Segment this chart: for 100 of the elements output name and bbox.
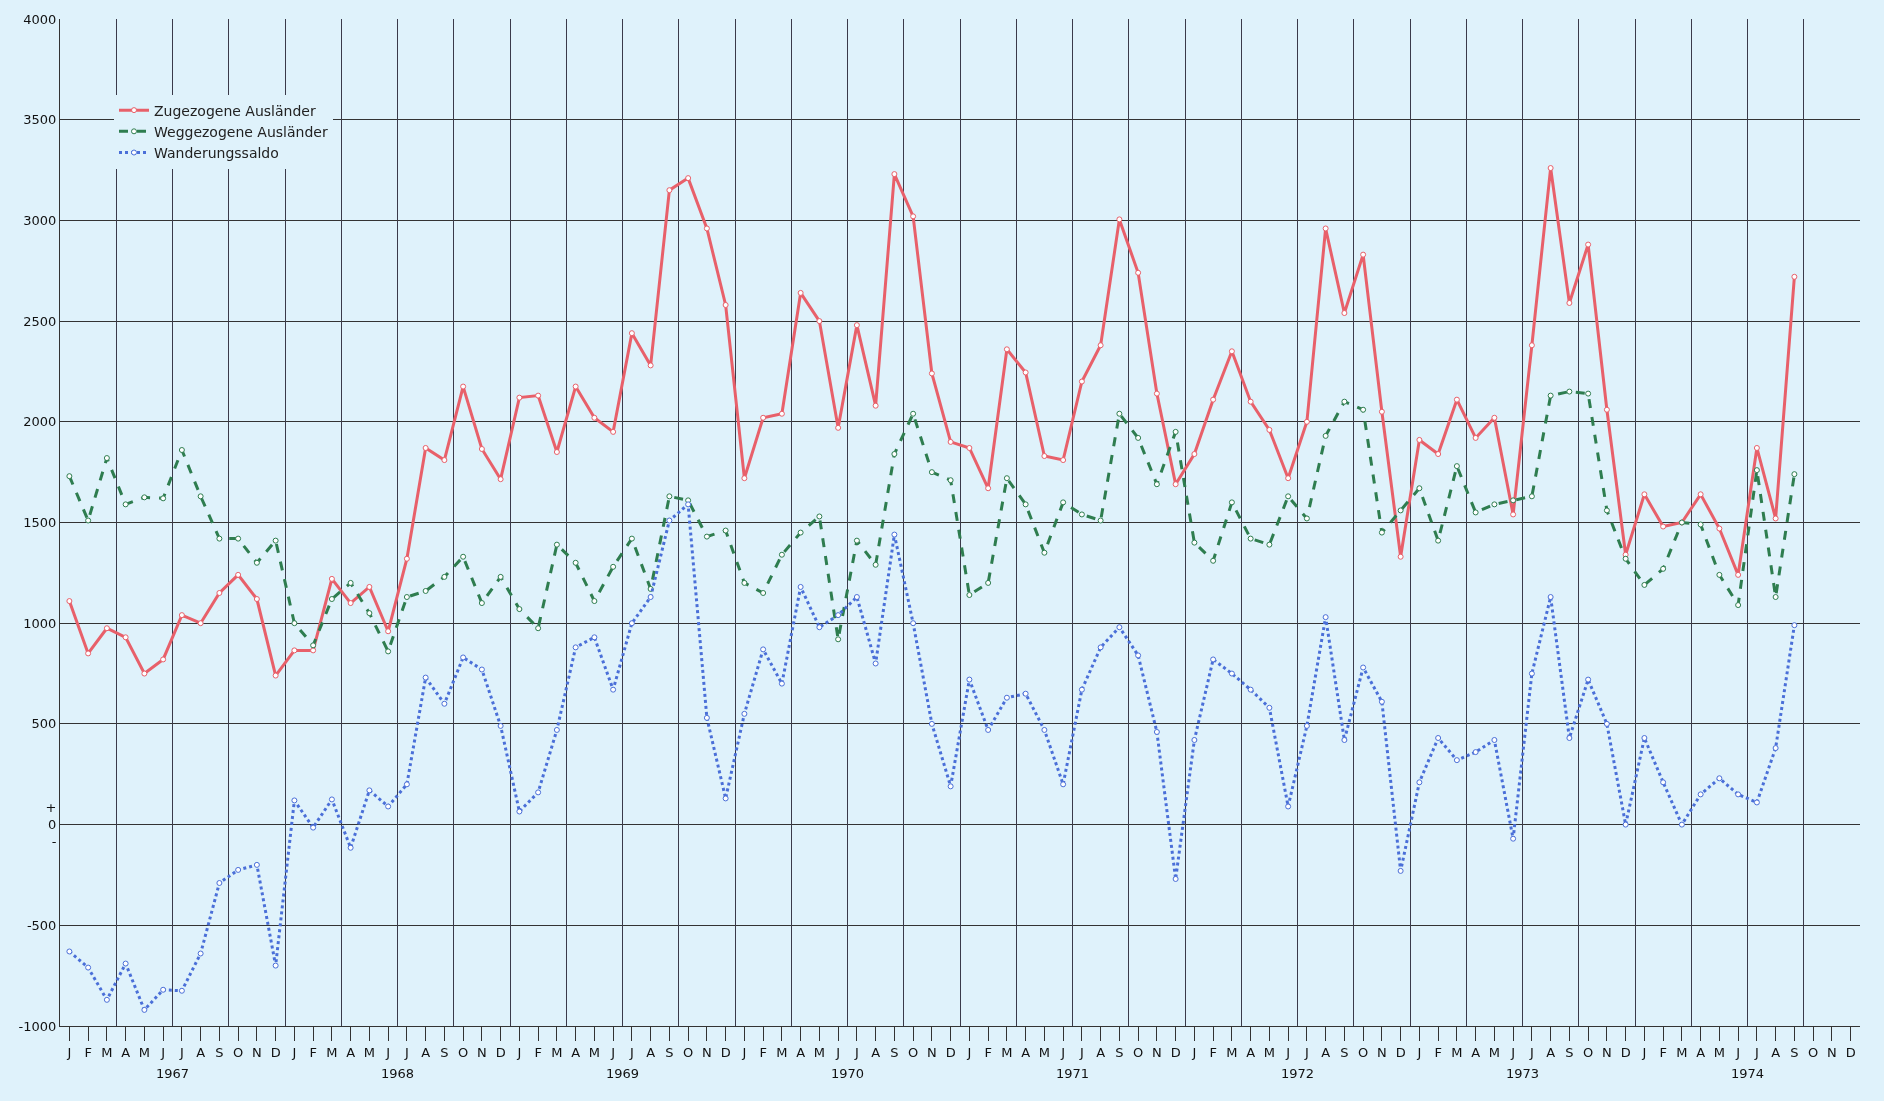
x-tick-label: A	[1321, 1044, 1331, 1060]
x-tick-label: J	[853, 1044, 859, 1060]
text: 1970	[831, 1066, 865, 1081]
y-tick-label: 1500	[23, 515, 57, 531]
x-tick-label: N	[702, 1044, 712, 1060]
y-tick-label: 500	[31, 716, 57, 732]
x-tick-label: S	[1340, 1044, 1349, 1060]
x-tick-label: A	[346, 1044, 356, 1060]
text: 1973	[1506, 1066, 1540, 1081]
x-tick-label: F	[759, 1044, 767, 1060]
x-tick-label: M	[326, 1044, 338, 1060]
x-tick-label: J	[966, 1044, 972, 1060]
x-tick-label: J	[1416, 1044, 1422, 1060]
x-tick-label: J	[160, 1044, 166, 1060]
x-tick-label: D	[1845, 1044, 1856, 1060]
x-tick-label: J	[1285, 1044, 1291, 1060]
x-tick-label: J	[178, 1044, 184, 1060]
x-tick-label: N	[927, 1044, 937, 1060]
x-tick-label: J	[385, 1044, 391, 1060]
x-tick-label: F	[534, 1044, 542, 1060]
x-tick-label: N	[1377, 1044, 1387, 1060]
x-tick-label: J	[835, 1044, 841, 1060]
x-tick-label: N	[252, 1044, 262, 1060]
x-tick-label: J	[516, 1044, 522, 1060]
x-tick-label: J	[741, 1044, 747, 1060]
x-tick-label: J	[403, 1044, 409, 1060]
x-tick-label: S	[440, 1044, 449, 1060]
x-tick-label: J	[1510, 1044, 1516, 1060]
y-tick-label: 2000	[23, 414, 57, 430]
x-tick-label: D	[720, 1044, 731, 1060]
x-tick-label: A	[1696, 1044, 1706, 1060]
y-tick-label: + 0 -	[45, 800, 57, 850]
x-tick-label: D	[1170, 1044, 1181, 1060]
x-tick-label: O	[908, 1044, 919, 1060]
x-tick-label: O	[1583, 1044, 1594, 1060]
x-tick-label: F	[1659, 1044, 1667, 1060]
x-tick-label: M	[363, 1044, 375, 1060]
x-tick-label: S	[665, 1044, 674, 1060]
x-tick-label: D	[1620, 1044, 1631, 1060]
x-tick-label: N	[1152, 1044, 1162, 1060]
x-tick-label: A	[1096, 1044, 1106, 1060]
text: 1972	[1281, 1066, 1315, 1081]
x-tick-label: F	[84, 1044, 92, 1060]
x-tick-label: D	[945, 1044, 956, 1060]
x-tick-label: M	[1676, 1044, 1688, 1060]
x-tick-label: M	[1713, 1044, 1725, 1060]
y-tick-label: 3500	[23, 112, 57, 128]
x-tick-label: A	[796, 1044, 806, 1060]
y-tick-label: 2500	[23, 313, 57, 329]
x-tick-label: O	[683, 1044, 694, 1060]
x-tick-label: M	[1038, 1044, 1050, 1060]
x-tick-label: A	[121, 1044, 131, 1060]
y-tick-label: 1000	[23, 615, 57, 631]
x-tick-label: S	[1115, 1044, 1124, 1060]
x-tick-label: N	[1827, 1044, 1837, 1060]
y-tick-label: 4000	[23, 11, 57, 27]
text: 1974	[1731, 1066, 1765, 1081]
x-tick-label: O	[1133, 1044, 1144, 1060]
x-tick-label: A	[1471, 1044, 1481, 1060]
x-tick-label: J	[1191, 1044, 1197, 1060]
x-tick-label: D	[1395, 1044, 1406, 1060]
x-tick-label: A	[571, 1044, 581, 1060]
x-tick-label: F	[984, 1044, 992, 1060]
x-tick-label: J	[1528, 1044, 1534, 1060]
x-tick-label: M	[1488, 1044, 1500, 1060]
x-tick-label: A	[1771, 1044, 1781, 1060]
x-tick-label: J	[1641, 1044, 1647, 1060]
x-tick-label: M	[776, 1044, 788, 1060]
x-tick-label: J	[1060, 1044, 1066, 1060]
x-tick-label: J	[1078, 1044, 1084, 1060]
x-tick-label: J	[610, 1044, 616, 1060]
x-tick-label: A	[196, 1044, 206, 1060]
x-tick-label: O	[233, 1044, 244, 1060]
x-tick-label: M	[813, 1044, 825, 1060]
x-tick-label: J	[66, 1044, 72, 1060]
x-tick-label: A	[421, 1044, 431, 1060]
x-tick-label: N	[477, 1044, 487, 1060]
x-tick-label: M	[1001, 1044, 1013, 1060]
x-tick-label: M	[138, 1044, 150, 1060]
x-tick-label: M	[1451, 1044, 1463, 1060]
x-tick-label: D	[495, 1044, 506, 1060]
x-tick-label: A	[646, 1044, 656, 1060]
x-tick-label: J	[1753, 1044, 1759, 1060]
x-tick-label: J	[628, 1044, 634, 1060]
x-tick-label: J	[1735, 1044, 1741, 1060]
x-tick-label: O	[1808, 1044, 1819, 1060]
x-tick-label: A	[871, 1044, 881, 1060]
x-tick-label: M	[588, 1044, 600, 1060]
y-tick-label: -500	[26, 917, 57, 933]
legend-label: Wanderungssaldo	[154, 144, 279, 161]
legend-label: Weggezogene Ausländer	[154, 123, 328, 140]
text: 1968	[381, 1066, 415, 1081]
x-tick-label: A	[1021, 1044, 1031, 1060]
x-tick-label: J	[1303, 1044, 1309, 1060]
y-tick-label: -1000	[18, 1018, 57, 1034]
x-tick-label: M	[1263, 1044, 1275, 1060]
x-tick-label: S	[1565, 1044, 1574, 1060]
legend-label: Zugezogene Ausländer	[154, 102, 316, 119]
x-tick-label: N	[1602, 1044, 1612, 1060]
x-tick-label: O	[1358, 1044, 1369, 1060]
